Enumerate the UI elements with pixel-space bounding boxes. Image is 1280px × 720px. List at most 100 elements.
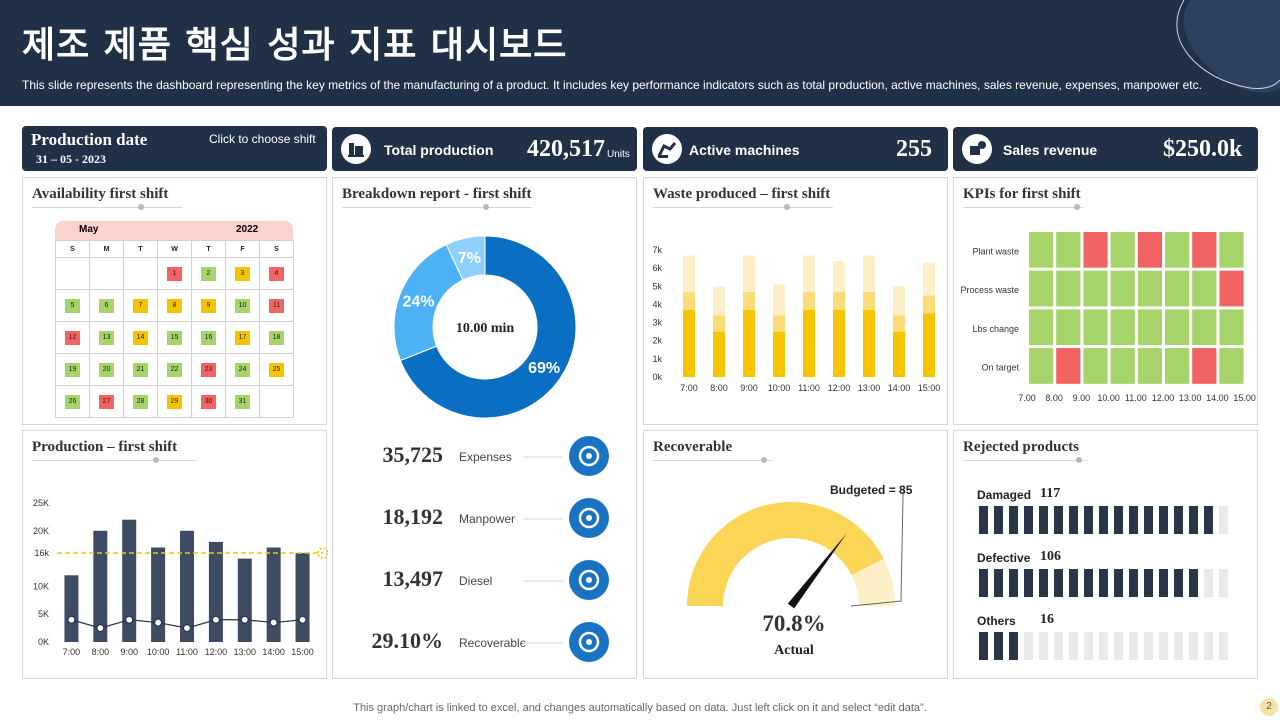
- budget-label-text: Budgeted: [830, 483, 886, 497]
- x-tick-label: 14:00: [262, 647, 285, 657]
- calendar-day[interactable]: 2: [191, 257, 226, 290]
- rejected-bar: [1099, 632, 1108, 660]
- y-tick-label: 7k: [652, 245, 662, 255]
- calendar-day[interactable]: 16: [191, 321, 226, 354]
- panel-title: Availability first shift: [32, 186, 169, 202]
- calendar-day[interactable]: 30: [191, 385, 226, 418]
- budget-pointer-line: [850, 491, 904, 607]
- actual-label: Actual: [774, 643, 814, 658]
- x-tick-label: 7:00: [680, 383, 698, 393]
- calendar-day[interactable]: 17: [225, 321, 260, 354]
- calendar-day[interactable]: 19: [55, 353, 90, 386]
- production-bar: [237, 558, 252, 642]
- production-chart[interactable]: 0K 5K 10K 16k 20K 25K 7:00 8:00 9:00 10:00 11:00 12…: [23, 469, 328, 679]
- panel-title: Breakdown report - first shift: [342, 186, 532, 202]
- calendar-day[interactable]: 8: [157, 289, 192, 322]
- production-date-value[interactable]: 31 – 05 - 2023: [36, 152, 106, 166]
- heatmap-cell: [1192, 270, 1217, 307]
- calendar-day[interactable]: 22: [157, 353, 192, 386]
- divider: [342, 207, 532, 208]
- breakdown-donut[interactable]: 69% 24% 7% 10.00 min: [333, 218, 638, 428]
- page-title: 제조 제품 핵심 성과 지표 대시보드: [22, 25, 568, 66]
- calendar-day[interactable]: 28: [123, 385, 158, 418]
- calendar-week: 26 27 28 29 30 31: [55, 385, 294, 418]
- heatmap-cell: [1110, 232, 1135, 268]
- heatmap-cell: [1110, 309, 1135, 346]
- weekday-label: W: [157, 240, 192, 258]
- calendar-day[interactable]: 4: [259, 257, 294, 290]
- heatmap-cell: [1192, 309, 1217, 346]
- waste-bar-segment: [863, 309, 875, 377]
- calendar-day[interactable]: 23: [191, 353, 226, 386]
- calendar-day[interactable]: 13: [89, 321, 124, 354]
- kpi-value: 420,517: [527, 136, 605, 162]
- calendar-day-number: 30: [201, 394, 216, 409]
- calendar-day-number: 20: [99, 362, 114, 377]
- header-decoration: [1176, 0, 1280, 93]
- weekday-label: M: [89, 240, 124, 258]
- heatmap-row-label: On target: [981, 362, 1019, 372]
- x-tick-label: 12:00: [205, 647, 228, 657]
- kpi-sales-revenue: Sales revenue $250.0k: [953, 127, 1258, 171]
- waste-chart[interactable]: 0k 1k 2k 3k 4k 5k 6k 7k 7:00 8:00 9:00 10:00 11:00 12…: [644, 214, 949, 424]
- metric-connector: [523, 580, 563, 582]
- calendar-day[interactable]: 21: [123, 353, 158, 386]
- calendar-day[interactable]: 27: [89, 385, 124, 418]
- kpi-total-production: Total production 420,517 Units: [332, 127, 637, 171]
- x-tick-label: 9:00: [120, 647, 138, 657]
- calendar-day-number: 16: [201, 330, 216, 345]
- x-tick-label: 12:00: [828, 383, 851, 393]
- calendar-day-number: 21: [133, 362, 148, 377]
- heatmap-cell: [1083, 232, 1108, 268]
- waste-bar-segment: [803, 255, 815, 292]
- rejected-bar: [1024, 632, 1033, 660]
- kpi-label: Active machines: [689, 142, 800, 158]
- calendar-day-number: 6: [99, 298, 114, 313]
- calendar-day[interactable]: 29: [157, 385, 192, 418]
- waste-bar-segment: [803, 291, 815, 310]
- heatmap-cell: [1029, 270, 1054, 307]
- kpi-heatmap[interactable]: Plant waste Process waste Lbs change On tar…: [954, 214, 1259, 424]
- calendar-day[interactable]: 31: [225, 385, 260, 418]
- production-line-point: [125, 615, 134, 624]
- choose-shift-link[interactable]: Click to choose shift: [209, 132, 316, 146]
- calendar-week: 19 20 21 22 23 24 25: [55, 353, 294, 386]
- calendar-day[interactable]: 5: [55, 289, 90, 322]
- calendar-day[interactable]: 15: [157, 321, 192, 354]
- weekday-label: T: [191, 240, 226, 258]
- calendar-day-number: 17: [235, 330, 250, 345]
- calendar-day-number: 28: [133, 394, 148, 409]
- rejected-label: Others: [977, 614, 1016, 628]
- calendar-day-number: 29: [167, 394, 182, 409]
- donut-slice-label: 69%: [528, 360, 560, 377]
- calendar-day-number: 2: [201, 266, 216, 281]
- waste-bar-segment: [743, 291, 755, 310]
- recoverable-gauge[interactable]: [644, 491, 949, 661]
- calendar-day[interactable]: 9: [191, 289, 226, 322]
- calendar-day[interactable]: 7: [123, 289, 158, 322]
- calendar-day[interactable]: 24: [225, 353, 260, 386]
- heatmap-cell: [1029, 309, 1054, 346]
- calendar-day-number: 4: [269, 266, 284, 281]
- panel-title: Waste produced – first shift: [653, 186, 831, 202]
- calendar-day[interactable]: 12: [55, 321, 90, 354]
- calendar-grid[interactable]: S M T W T F S 1 2 3 4 5 6 7 8 9 10 11 12 13 14 15 16 17 18 19 20 21…: [55, 240, 294, 418]
- calendar-day[interactable]: 20: [89, 353, 124, 386]
- calendar-day[interactable]: 3: [225, 257, 260, 290]
- calendar-day[interactable]: 11: [259, 289, 294, 322]
- calendar-day-number: 23: [201, 362, 216, 377]
- breakdown-metrics: 35,725 Expenses 18,192 Manpower 13,497 Diesel…: [333, 428, 638, 678]
- production-date-box[interactable]: Production date 31 – 05 - 2023 Click to …: [22, 126, 327, 171]
- x-tick-label: 11:00: [176, 647, 198, 657]
- rejected-bar: [1054, 569, 1063, 597]
- calendar-day[interactable]: 14: [123, 321, 158, 354]
- calendar-day[interactable]: 26: [55, 385, 90, 418]
- calendar-day[interactable]: 18: [259, 321, 294, 354]
- calendar-day[interactable]: 1: [157, 257, 192, 290]
- gauge-actual-arc: [687, 501, 884, 606]
- calendar-day[interactable]: 6: [89, 289, 124, 322]
- rejected-bar: [1159, 506, 1168, 534]
- rejected-bar: [1144, 632, 1153, 660]
- calendar-day[interactable]: 10: [225, 289, 260, 322]
- calendar-day[interactable]: 25: [259, 353, 294, 386]
